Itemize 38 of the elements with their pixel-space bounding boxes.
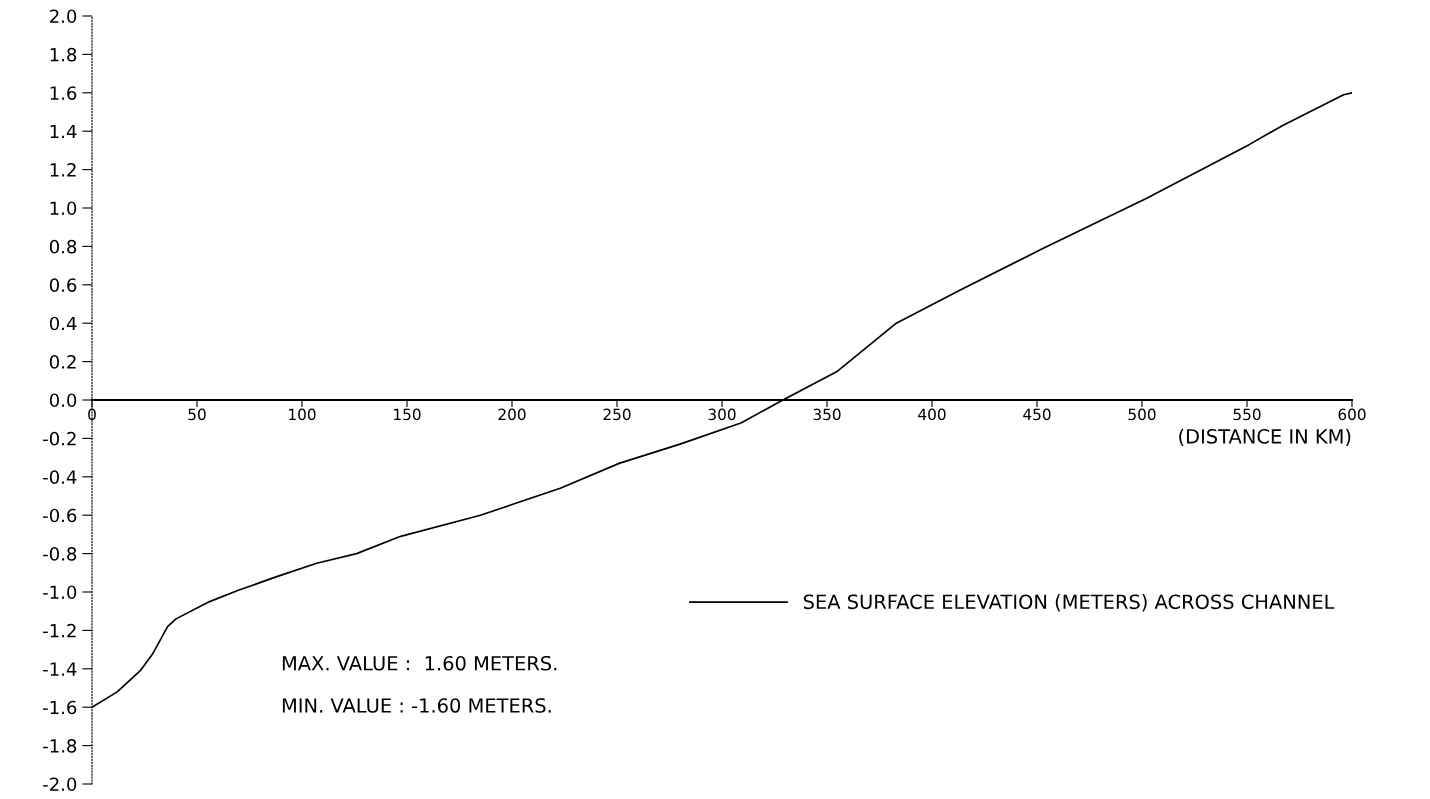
x-tick-label: 500	[1128, 408, 1156, 421]
x-tick-label: 300	[708, 408, 736, 421]
y-tick-label: 0.2	[49, 355, 76, 369]
x-tick-label: 450	[1023, 408, 1051, 421]
y-tick-label: -1.8	[43, 739, 77, 753]
y-tick-label: 0.8	[49, 239, 77, 254]
y-tick-label: -1.4	[43, 662, 77, 676]
annotation: MAX. VALUE : 1.60 METERS.	[282, 655, 557, 671]
x-tick-label: 400	[918, 408, 946, 421]
y-tick-label: 1.2	[50, 163, 76, 177]
y-tick-label: -1.0	[43, 585, 77, 600]
y-tick-label: -0.6	[43, 508, 77, 523]
y-tick-label: 1.6	[50, 86, 77, 100]
y-tick-label: 1.8	[50, 47, 77, 62]
y-tick-label: 2.0	[50, 9, 77, 24]
y-tick-label: -0.4	[43, 470, 77, 484]
y-tick-label: 0.6	[49, 278, 77, 292]
y-tick-label: -0.2	[43, 431, 76, 446]
x-tick-label: 150	[394, 408, 421, 421]
y-tick-label: -1.6	[43, 700, 77, 715]
y-tick-label: 1.0	[50, 201, 77, 216]
x-tick-label: 100	[289, 408, 316, 421]
x-tick-label: 550	[1233, 408, 1261, 421]
y-tick-label: 1.4	[50, 124, 77, 139]
x-tick-label: 50	[188, 408, 206, 421]
x-tick-label: 0	[88, 408, 96, 421]
x-tick-label: 200	[498, 408, 526, 421]
annotation: MIN. VALUE : -1.60 METERS.	[282, 698, 551, 713]
x-tick-label: 250	[603, 408, 631, 421]
x-tick-label: 350	[813, 408, 841, 421]
y-tick-label: -2.0	[43, 777, 77, 792]
y-tick-label: -0.8	[43, 547, 77, 561]
y-tick-label: 0.4	[49, 316, 77, 331]
text: SEA SURFACE ELEVATION (METERS) ACROSS CHANNEL	[803, 594, 1335, 612]
x-tick-label: 600	[1338, 408, 1366, 421]
x-axis-title: (DISTANCE IN KM)	[1179, 428, 1351, 447]
y-tick-label: 0.0	[49, 393, 77, 408]
y-tick-label: -1.2	[43, 623, 76, 638]
